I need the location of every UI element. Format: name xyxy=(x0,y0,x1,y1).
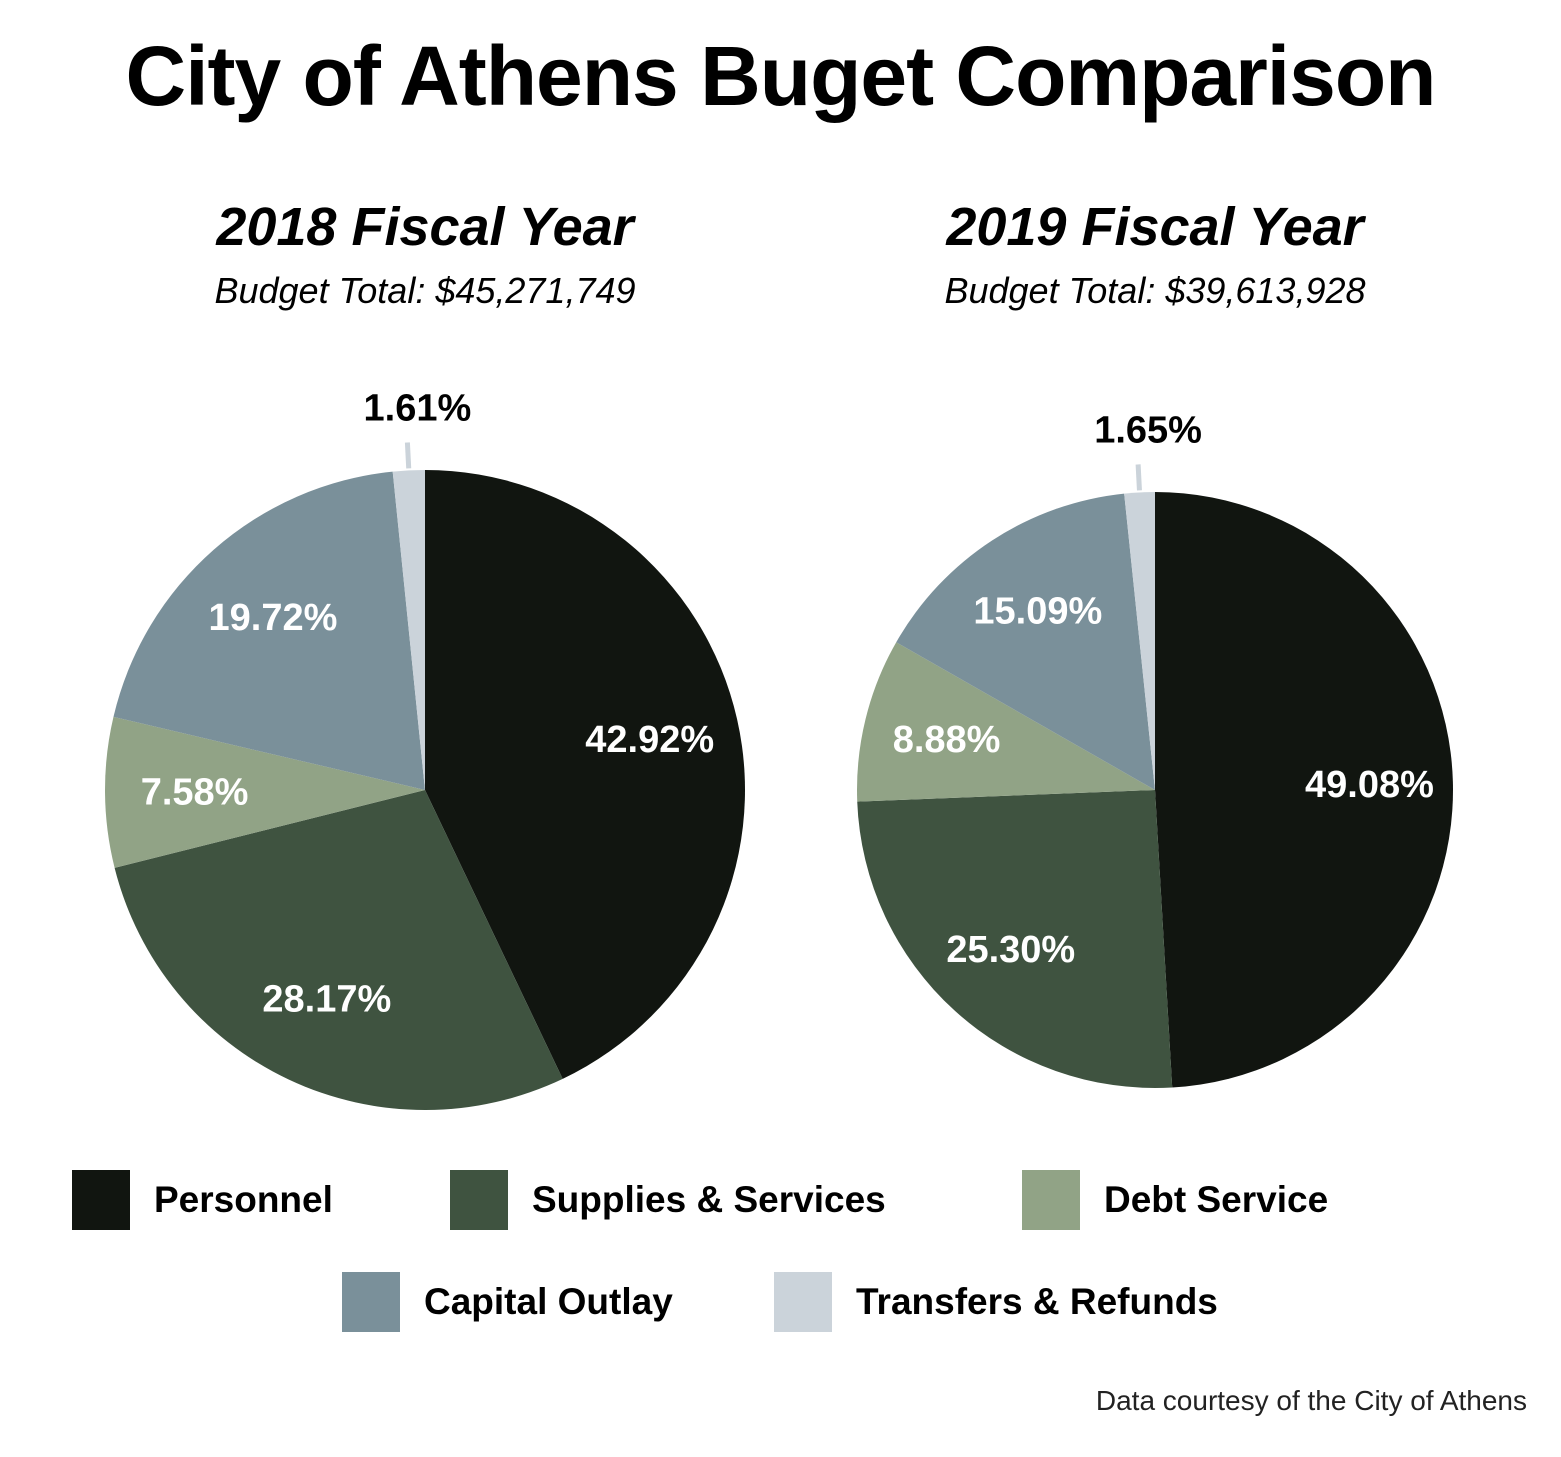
pie-charts: 42.92% 28.17% 7.58% 19.72% 1.61% 49.08% 25.30%… xyxy=(105,387,1454,1110)
legend-label: Transfers & Refunds xyxy=(856,1281,1218,1322)
pie-2018-slice-1 xyxy=(114,790,563,1110)
pie-2019-slice-3 xyxy=(896,493,1155,790)
pie-2019-header: 2019 Fiscal Year Budget Total: $39,613,9… xyxy=(805,196,1505,312)
legend-label: Debt Service xyxy=(1104,1179,1329,1220)
pie-2018-slice-4 xyxy=(392,470,425,790)
pie-2018-header: 2018 Fiscal Year Budget Total: $45,271,7… xyxy=(75,196,775,312)
legend-swatch xyxy=(774,1272,832,1332)
pie-2018-slice-3 xyxy=(113,471,425,790)
pie-2019-label-1: 25.30% xyxy=(946,929,1075,971)
legend-label: Capital Outlay xyxy=(424,1281,673,1322)
pie-2018-label-2: 7.58% xyxy=(141,772,249,814)
legend-swatch xyxy=(1022,1170,1080,1230)
legend-swatch xyxy=(342,1272,400,1332)
legend-supplies: Supplies & Services xyxy=(450,1170,886,1230)
pie-2019-slice-4 xyxy=(1124,492,1155,790)
pie-2019-label-3: 15.09% xyxy=(973,590,1102,632)
pie-2019-slice-1 xyxy=(857,790,1173,1089)
pie-2019-label-0: 49.08% xyxy=(1305,764,1434,806)
pie-2018-title: 2018 Fiscal Year xyxy=(216,197,634,257)
pie-2018-label-1: 28.17% xyxy=(262,978,391,1020)
pie-2018-slice-2 xyxy=(105,716,426,868)
pie-2018-label-4: 1.61% xyxy=(364,387,472,429)
pie-2019-slice-0 xyxy=(1155,492,1454,1088)
pie-2018-leader-line xyxy=(404,442,412,469)
pie-2019-label-4: 1.65% xyxy=(1094,409,1202,451)
chart-title: City of Athens Buget Comparison xyxy=(125,29,1437,123)
pie-2019-slice-2 xyxy=(856,642,1155,802)
legend-label: Personnel xyxy=(154,1179,333,1220)
legend-transfers: Transfers & Refunds xyxy=(774,1272,1218,1332)
pie-2018-label-3: 19.72% xyxy=(209,597,338,639)
pie-2019-title: 2019 Fiscal Year xyxy=(946,197,1364,257)
pie-2018-label-0: 42.92% xyxy=(585,719,714,761)
pie-2018-total: Budget Total: $45,271,749 xyxy=(214,270,636,311)
data-credit: Data courtesy of the City of Athens xyxy=(1095,1385,1527,1416)
pie-2019-leader-line xyxy=(1135,464,1142,491)
legend-label: Supplies & Services xyxy=(532,1179,886,1220)
pie-2018-slice-0 xyxy=(425,470,746,1079)
legend-swatch xyxy=(72,1170,130,1230)
legend-personnel: Personnel xyxy=(72,1170,333,1230)
legend-debt: Debt Service xyxy=(1022,1170,1328,1230)
pie-2019-total: Budget Total: $39,613,928 xyxy=(944,270,1366,311)
legend-swatch xyxy=(450,1170,508,1230)
pie-2019-label-2: 8.88% xyxy=(893,719,1001,761)
legend-capital: Capital Outlay xyxy=(342,1272,673,1332)
